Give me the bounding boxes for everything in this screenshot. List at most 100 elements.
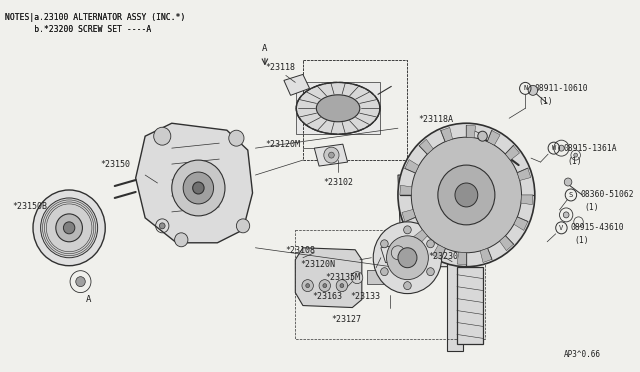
Circle shape xyxy=(387,236,428,280)
Circle shape xyxy=(76,277,85,286)
Text: AP3^0.66: AP3^0.66 xyxy=(564,350,602,359)
Bar xyxy=(447,240,463,352)
Polygon shape xyxy=(521,195,533,205)
Text: *23133: *23133 xyxy=(351,292,380,301)
Text: (1): (1) xyxy=(584,203,599,212)
Polygon shape xyxy=(467,125,476,138)
Text: *23120M: *23120M xyxy=(265,140,300,149)
Text: *23163: *23163 xyxy=(312,292,342,301)
Bar xyxy=(438,240,472,260)
Circle shape xyxy=(373,222,442,294)
Text: S: S xyxy=(569,192,573,198)
Polygon shape xyxy=(441,128,452,142)
Circle shape xyxy=(563,212,569,218)
Text: NOTES|a.23100 ALTERNATOR ASSY (INC.*): NOTES|a.23100 ALTERNATOR ASSY (INC.*) xyxy=(6,13,186,22)
Text: *23108: *23108 xyxy=(286,246,316,255)
Circle shape xyxy=(351,272,363,283)
Text: A: A xyxy=(86,295,91,304)
Polygon shape xyxy=(295,248,362,308)
Circle shape xyxy=(398,248,417,268)
Circle shape xyxy=(478,131,487,141)
Bar xyxy=(295,230,485,339)
Text: *23118A: *23118A xyxy=(419,115,454,124)
Polygon shape xyxy=(296,82,380,134)
Bar xyxy=(318,250,328,264)
Polygon shape xyxy=(136,123,253,243)
Text: V: V xyxy=(559,225,564,231)
Polygon shape xyxy=(400,185,412,195)
Bar xyxy=(332,250,341,264)
Text: *23150B: *23150B xyxy=(12,202,47,211)
Circle shape xyxy=(172,160,225,216)
Text: *23230: *23230 xyxy=(428,252,458,261)
Polygon shape xyxy=(405,160,419,173)
Circle shape xyxy=(574,153,577,157)
Text: A: A xyxy=(262,44,268,53)
Circle shape xyxy=(412,137,522,253)
Bar xyxy=(303,61,408,160)
Text: W: W xyxy=(552,145,556,151)
Circle shape xyxy=(159,223,165,229)
Text: b.*23200 SCREW SET ----A: b.*23200 SCREW SET ----A xyxy=(6,25,152,33)
Circle shape xyxy=(427,268,435,276)
Text: *23135M: *23135M xyxy=(326,273,361,282)
Text: *23150: *23150 xyxy=(100,160,131,169)
Circle shape xyxy=(183,172,214,204)
Text: NOTES|a.23100 ALTERNATOR ASSY (INC.*): NOTES|a.23100 ALTERNATOR ASSY (INC.*) xyxy=(6,13,186,22)
Text: *23102: *23102 xyxy=(324,178,354,187)
Polygon shape xyxy=(488,131,500,145)
Text: 08360-51062: 08360-51062 xyxy=(580,190,634,199)
Text: N: N xyxy=(523,85,527,92)
Ellipse shape xyxy=(296,82,380,134)
Circle shape xyxy=(438,165,495,225)
Text: 08915-43610: 08915-43610 xyxy=(571,223,625,232)
Polygon shape xyxy=(514,217,528,230)
Polygon shape xyxy=(500,236,513,251)
Circle shape xyxy=(56,214,83,242)
Circle shape xyxy=(302,280,314,292)
Polygon shape xyxy=(480,248,492,263)
Polygon shape xyxy=(457,252,467,265)
Circle shape xyxy=(236,219,250,233)
Circle shape xyxy=(391,246,404,260)
Circle shape xyxy=(228,130,244,146)
Circle shape xyxy=(455,183,478,207)
Polygon shape xyxy=(381,243,414,263)
Bar xyxy=(305,250,314,264)
Circle shape xyxy=(427,240,435,248)
Circle shape xyxy=(559,145,564,151)
Circle shape xyxy=(40,198,98,258)
Circle shape xyxy=(63,222,75,234)
Circle shape xyxy=(175,233,188,247)
Polygon shape xyxy=(419,139,433,154)
Ellipse shape xyxy=(316,95,360,122)
Bar xyxy=(345,250,354,264)
Polygon shape xyxy=(398,175,457,267)
Circle shape xyxy=(33,190,105,266)
Circle shape xyxy=(328,152,334,158)
Circle shape xyxy=(404,282,412,290)
Text: *23118: *23118 xyxy=(265,64,295,73)
Circle shape xyxy=(324,147,339,163)
Text: 08915-1361A: 08915-1361A xyxy=(563,144,617,153)
Circle shape xyxy=(528,86,538,95)
Circle shape xyxy=(319,280,330,292)
Polygon shape xyxy=(413,230,428,244)
Circle shape xyxy=(381,240,388,248)
Text: (1): (1) xyxy=(575,236,589,245)
Text: *23120N: *23120N xyxy=(300,260,335,269)
Polygon shape xyxy=(314,144,348,166)
Polygon shape xyxy=(457,267,483,344)
Bar xyxy=(367,270,385,283)
Circle shape xyxy=(404,226,412,234)
Text: (1): (1) xyxy=(567,157,582,166)
Text: (1): (1) xyxy=(539,97,553,106)
Circle shape xyxy=(381,268,388,276)
Circle shape xyxy=(323,283,326,288)
Circle shape xyxy=(193,182,204,194)
Polygon shape xyxy=(506,146,520,160)
Polygon shape xyxy=(284,74,310,95)
Polygon shape xyxy=(433,245,445,259)
Text: *23127: *23127 xyxy=(332,314,362,324)
Circle shape xyxy=(340,283,344,288)
